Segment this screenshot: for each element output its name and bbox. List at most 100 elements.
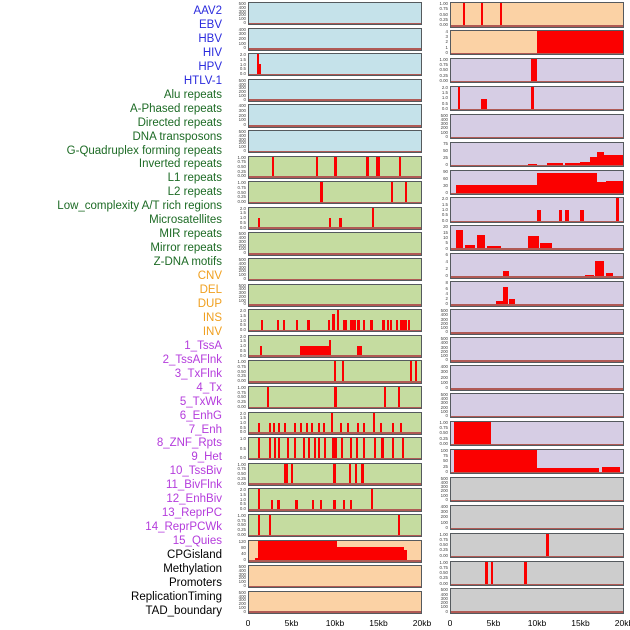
coverage-track[interactable]	[450, 420, 624, 447]
coverage-track[interactable]	[248, 437, 422, 461]
row-label: 7_Enh	[188, 423, 222, 436]
y-tick-label: 1.0	[441, 207, 448, 213]
coverage-track[interactable]	[248, 130, 422, 154]
data-bar	[330, 412, 333, 434]
track-plot-area	[249, 3, 421, 25]
coverage-track[interactable]	[248, 360, 422, 384]
y-axis-ticks: 500 400 300 200 100 0	[226, 78, 247, 102]
coverage-track[interactable]	[248, 27, 422, 51]
y-tick-label: 1.0	[239, 419, 246, 425]
coverage-track[interactable]	[450, 2, 624, 28]
coverage-track[interactable]	[450, 281, 624, 307]
y-tick-label: 1.0	[239, 61, 246, 67]
y-tick-label: 300	[440, 400, 448, 406]
data-bar	[340, 422, 343, 434]
coverage-track[interactable]	[450, 560, 624, 587]
coverage-track[interactable]	[450, 476, 624, 503]
coverage-track[interactable]	[450, 532, 624, 559]
coverage-track[interactable]	[450, 85, 624, 112]
coverage-track[interactable]	[248, 155, 422, 179]
coverage-track[interactable]	[248, 206, 422, 230]
coverage-track[interactable]	[248, 539, 422, 563]
coverage-track[interactable]	[450, 392, 624, 419]
track-baseline	[249, 201, 421, 204]
y-tick-label: 0.00	[439, 552, 448, 558]
coverage-track[interactable]	[450, 57, 624, 84]
y-axis-ticks: 2.0 1.5 1.0 0.5 0.0	[226, 411, 247, 435]
y-tick-label: 100	[238, 144, 246, 150]
coverage-track[interactable]	[248, 334, 422, 358]
coverage-track[interactable]	[450, 588, 624, 614]
data-bar	[268, 438, 271, 460]
y-tick-label: 1.00	[237, 461, 246, 467]
track-baseline	[249, 176, 421, 178]
y-tick-label: 0.00	[237, 378, 246, 384]
coverage-track[interactable]	[450, 29, 624, 56]
data-bar	[299, 422, 302, 434]
y-tick-label: 0.75	[439, 536, 448, 542]
y-tick-label: 300	[238, 8, 246, 14]
coverage-track[interactable]	[450, 197, 624, 223]
data-bar	[508, 298, 516, 306]
data-bar	[391, 438, 394, 460]
coverage-track[interactable]	[450, 113, 624, 140]
track-plot-area	[249, 387, 421, 409]
track-baseline	[249, 457, 421, 460]
y-tick-label: 500	[238, 129, 246, 134]
coverage-track[interactable]	[248, 2, 422, 26]
y-axis-ticks: 1.00 0.75 0.50 0.25 0.00	[428, 57, 449, 84]
coverage-track[interactable]	[248, 78, 422, 102]
right-panel-x-axis: 0 5kb 10kb 15kb 20kb	[448, 616, 630, 630]
y-tick-label: 400	[238, 26, 246, 32]
coverage-track[interactable]	[248, 411, 422, 435]
y-tick-label: 0.25	[439, 435, 448, 441]
coverage-track[interactable]	[248, 258, 422, 282]
data-bar	[414, 361, 418, 383]
coverage-track[interactable]	[248, 386, 422, 410]
coverage-track[interactable]	[450, 141, 624, 168]
data-bar	[371, 207, 374, 229]
data-bar	[267, 387, 270, 409]
coverage-track[interactable]	[248, 181, 422, 205]
y-tick-label: 200	[238, 12, 246, 18]
coverage-track[interactable]	[450, 309, 624, 335]
track-baseline	[451, 276, 623, 278]
track-plot-area	[451, 561, 623, 586]
coverage-track[interactable]	[450, 504, 624, 531]
row-label: 9_Het	[191, 451, 222, 464]
coverage-track[interactable]	[450, 448, 624, 475]
data-bar	[530, 86, 534, 111]
track-plot-area	[249, 336, 421, 357]
y-tick-label: 0.75	[237, 466, 246, 472]
y-tick-label: 0	[243, 19, 246, 25]
y-tick-label: 200	[238, 89, 246, 95]
y-tick-label: 0	[243, 250, 246, 256]
coverage-track[interactable]	[248, 590, 422, 614]
coverage-track[interactable]	[248, 462, 422, 486]
coverage-track[interactable]	[248, 232, 422, 256]
coverage-track[interactable]	[248, 488, 422, 512]
coverage-track[interactable]	[248, 104, 422, 128]
coverage-track[interactable]	[450, 253, 624, 279]
coverage-track[interactable]	[248, 514, 422, 538]
coverage-track[interactable]	[248, 53, 422, 77]
coverage-track[interactable]	[248, 565, 422, 589]
y-tick-label: 0	[445, 385, 448, 391]
coverage-track[interactable]	[248, 309, 422, 333]
coverage-track[interactable]	[450, 169, 624, 196]
coverage-track[interactable]	[450, 225, 624, 251]
coverage-track[interactable]	[450, 337, 624, 363]
y-tick-label: 0.00	[237, 198, 246, 204]
data-bar	[464, 244, 476, 250]
data-bar	[362, 320, 365, 332]
coverage-track[interactable]	[450, 365, 624, 391]
coverage-track[interactable]	[248, 283, 422, 307]
data-bar	[524, 561, 527, 586]
track-plot-area	[451, 226, 623, 250]
y-tick-label: 200	[440, 374, 448, 380]
y-tick-label: 0	[445, 329, 448, 335]
data-bar	[257, 217, 260, 229]
track-baseline	[249, 253, 421, 255]
y-tick-label: 0.50	[237, 368, 246, 374]
